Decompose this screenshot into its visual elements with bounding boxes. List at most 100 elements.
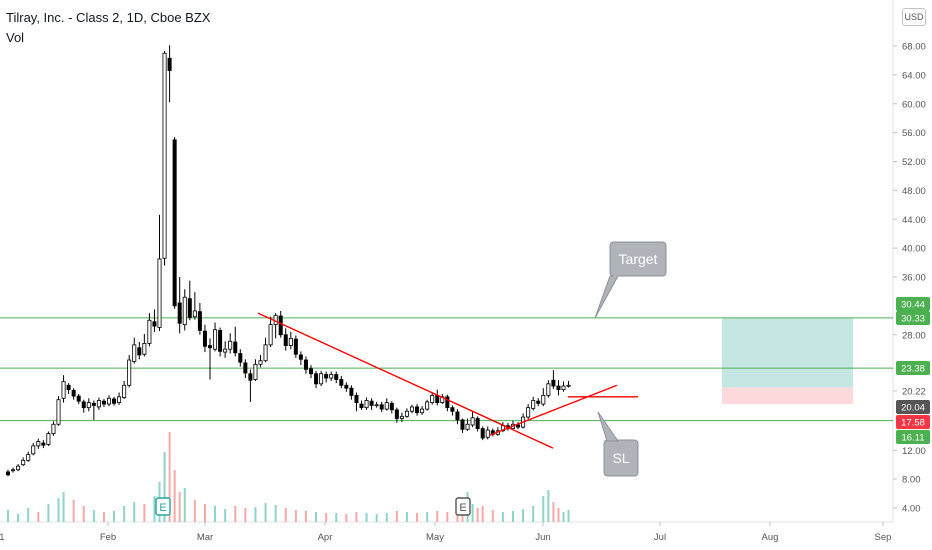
price-label: 30.33 bbox=[901, 314, 925, 325]
volume-bar bbox=[47, 504, 50, 522]
candle-body bbox=[238, 353, 243, 363]
candle-body bbox=[268, 324, 273, 346]
candle-body bbox=[117, 396, 122, 404]
sl-callout-label: SL bbox=[612, 450, 629, 466]
candle-body bbox=[334, 374, 339, 380]
y-tick-label: 64.00 bbox=[902, 70, 926, 81]
candle-body bbox=[374, 404, 379, 407]
volume-bar bbox=[335, 513, 338, 522]
volume-bar bbox=[522, 509, 525, 522]
volume-bar bbox=[325, 513, 328, 522]
y-tick-label: 60.00 bbox=[902, 99, 926, 110]
candle-body bbox=[475, 418, 480, 429]
candle-body bbox=[531, 400, 536, 409]
candle-body bbox=[566, 384, 571, 387]
candle-body bbox=[258, 360, 263, 365]
target-callout bbox=[594, 241, 667, 319]
candle-body bbox=[339, 379, 344, 386]
candle-body bbox=[127, 359, 132, 386]
downtrend-line bbox=[257, 312, 554, 449]
stop-loss-zone bbox=[722, 387, 853, 405]
candle-body bbox=[359, 403, 364, 409]
candle-body bbox=[26, 454, 31, 461]
candle-body bbox=[329, 374, 334, 379]
candle-body bbox=[243, 362, 248, 374]
x-tick-label: May bbox=[426, 532, 444, 543]
candle-body bbox=[91, 402, 96, 406]
candle-body bbox=[162, 52, 167, 259]
volume-bar bbox=[203, 504, 206, 522]
candle-body bbox=[142, 343, 147, 355]
candle-body bbox=[61, 381, 66, 399]
y-tick-label: 44.00 bbox=[902, 215, 926, 226]
candle-body bbox=[354, 394, 359, 404]
y-tick-label: 20.22 bbox=[902, 386, 926, 397]
earnings-marker-label: E bbox=[459, 502, 466, 514]
candle-body bbox=[157, 258, 162, 328]
candle-body bbox=[445, 396, 450, 409]
x-tick-label: 2021 bbox=[0, 532, 5, 543]
volume-bar bbox=[62, 492, 65, 522]
price-label-box bbox=[896, 311, 930, 325]
candle-body bbox=[278, 315, 283, 336]
candle-body bbox=[425, 401, 430, 410]
price-label: 30.44 bbox=[901, 300, 925, 311]
candle-body bbox=[172, 139, 177, 307]
volume-bar bbox=[476, 508, 479, 522]
candle-body bbox=[21, 459, 26, 466]
x-tick-label: Feb bbox=[100, 532, 116, 543]
volume-bar bbox=[143, 504, 146, 522]
chart-title: Tilray, Inc. - Class 2, 1D, Cboe BZX bbox=[6, 10, 211, 25]
candle-body bbox=[409, 406, 414, 412]
volume-bar bbox=[92, 510, 95, 522]
volume-bar bbox=[183, 488, 186, 522]
y-tick-label: 36.00 bbox=[902, 273, 926, 284]
volume-bar bbox=[491, 510, 494, 522]
volume-bar bbox=[501, 512, 504, 522]
candle-body bbox=[233, 341, 238, 354]
candle-body bbox=[349, 387, 354, 396]
volume-bar bbox=[395, 511, 398, 522]
volume-bar bbox=[113, 511, 116, 522]
candle-body bbox=[379, 404, 384, 410]
candle-body bbox=[86, 402, 91, 409]
earnings-marker-label: E bbox=[159, 502, 166, 514]
candle-body bbox=[16, 465, 21, 471]
volume-bar bbox=[178, 492, 181, 522]
volume-bar bbox=[193, 500, 196, 522]
candle-body bbox=[132, 344, 137, 362]
volume-bar bbox=[315, 512, 318, 522]
volume-bar bbox=[27, 508, 30, 522]
price-label: 20.04 bbox=[901, 403, 925, 414]
candle-body bbox=[213, 329, 218, 350]
volume-bar bbox=[532, 506, 535, 522]
candle-body bbox=[263, 344, 268, 362]
target-callout-label: Target bbox=[619, 251, 658, 267]
volume-bar bbox=[224, 509, 227, 522]
candle-body bbox=[420, 408, 425, 414]
volume-bar bbox=[284, 508, 287, 522]
candle-body bbox=[298, 354, 303, 360]
currency-button[interactable]: USD bbox=[902, 8, 926, 26]
candle-body bbox=[546, 383, 551, 396]
candle-body bbox=[551, 379, 556, 387]
volume-bar bbox=[552, 502, 555, 522]
candle-body bbox=[182, 296, 187, 326]
y-tick-label: 40.00 bbox=[902, 244, 926, 255]
earnings-marker bbox=[155, 497, 171, 516]
volume-bar bbox=[168, 432, 171, 522]
volume-bar bbox=[234, 506, 237, 522]
candle-body bbox=[202, 330, 207, 347]
x-tick-label: Jun bbox=[535, 532, 550, 543]
volume-bar bbox=[557, 508, 560, 522]
volume-bar bbox=[294, 510, 297, 522]
candle-body bbox=[460, 419, 465, 430]
candle-body bbox=[6, 471, 11, 476]
candle-body bbox=[152, 321, 157, 327]
candle-body bbox=[399, 415, 404, 419]
volume-bar bbox=[385, 513, 388, 522]
volume-bar bbox=[365, 513, 368, 522]
price-label-box bbox=[896, 297, 930, 311]
volume-bar bbox=[355, 512, 358, 522]
